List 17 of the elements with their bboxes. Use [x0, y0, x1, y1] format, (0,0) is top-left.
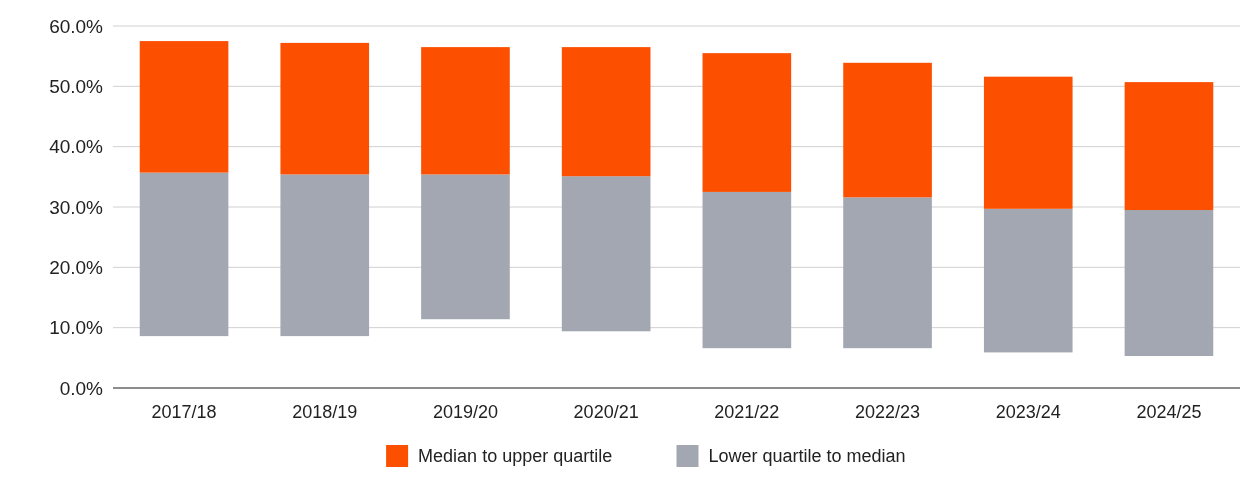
- y-tick-label: 10.0%: [49, 317, 104, 339]
- y-tick-label: 60.0%: [49, 15, 104, 37]
- x-tick-label: 2023/24: [995, 402, 1061, 422]
- x-tick-label: 2019/20: [432, 402, 498, 422]
- x-tick-label: 2024/25: [1136, 402, 1202, 422]
- x-tick-label: 2018/19: [292, 402, 358, 422]
- legend-label: Median to upper quartile: [418, 446, 613, 467]
- x-tick-label: 2020/21: [573, 402, 639, 422]
- x-tick-label: 2021/22: [714, 402, 780, 422]
- x-tick-label: 2017/18: [151, 402, 217, 422]
- y-tick-label: 0.0%: [59, 377, 104, 399]
- y-tick-label: 20.0%: [49, 256, 104, 278]
- y-tick-label: 30.0%: [49, 196, 104, 218]
- x-tick-label: 2022/23: [855, 402, 921, 422]
- y-tick-label: 50.0%: [49, 75, 104, 97]
- y-tick-label: 40.0%: [49, 136, 104, 158]
- legend-label: Lower quartile to median: [708, 446, 906, 467]
